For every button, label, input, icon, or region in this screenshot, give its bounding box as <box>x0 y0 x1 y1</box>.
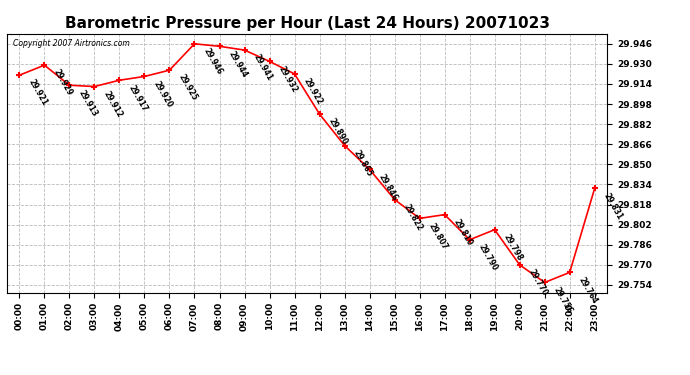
Text: 29.865: 29.865 <box>351 148 374 178</box>
Text: 29.929: 29.929 <box>51 68 74 98</box>
Text: 29.913: 29.913 <box>77 88 99 118</box>
Text: 29.770: 29.770 <box>526 268 549 298</box>
Text: 29.946: 29.946 <box>201 46 224 76</box>
Text: 29.890: 29.890 <box>326 117 349 147</box>
Text: 29.925: 29.925 <box>177 73 199 103</box>
Title: Barometric Pressure per Hour (Last 24 Hours) 20071023: Barometric Pressure per Hour (Last 24 Ho… <box>65 16 549 31</box>
Text: 29.764: 29.764 <box>577 275 599 305</box>
Text: 29.932: 29.932 <box>277 64 299 94</box>
Text: 29.912: 29.912 <box>101 89 124 119</box>
Text: 29.756: 29.756 <box>551 285 574 315</box>
Text: Copyright 2007 Airtronics.com: Copyright 2007 Airtronics.com <box>13 39 130 48</box>
Text: 29.807: 29.807 <box>426 221 449 251</box>
Text: 29.810: 29.810 <box>451 217 474 247</box>
Text: 29.822: 29.822 <box>402 202 424 232</box>
Text: 29.941: 29.941 <box>251 53 274 82</box>
Text: 29.790: 29.790 <box>477 243 499 272</box>
Text: 29.944: 29.944 <box>226 49 249 79</box>
Text: 29.831: 29.831 <box>602 191 624 221</box>
Text: 29.846: 29.846 <box>377 172 399 202</box>
Text: 29.922: 29.922 <box>302 77 324 106</box>
Text: 29.920: 29.920 <box>151 79 174 109</box>
Text: 29.798: 29.798 <box>502 232 524 262</box>
Text: 29.921: 29.921 <box>26 78 49 108</box>
Text: 29.917: 29.917 <box>126 83 149 113</box>
